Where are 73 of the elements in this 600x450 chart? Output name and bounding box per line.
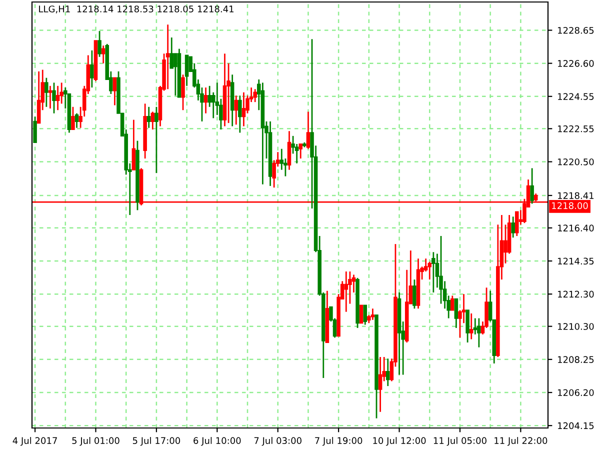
y-tick-label: 1210.30	[558, 323, 594, 330]
candlestick	[515, 211, 519, 237]
candlestick	[74, 112, 79, 129]
candlestick	[101, 44, 106, 64]
y-tick-label: 1226.60	[558, 60, 594, 67]
candlestick	[504, 224, 508, 264]
ref-line-label: 1218.00	[552, 202, 588, 210]
x-tick-label: 11 Jul 05:00	[434, 437, 486, 446]
candlestick	[363, 304, 368, 326]
candlestick	[242, 92, 246, 127]
candlestick	[473, 318, 478, 336]
candlestick	[370, 308, 375, 321]
candlestick	[466, 310, 470, 344]
y-tick-label: 1220.50	[558, 158, 594, 166]
y-tick-label: 1222.55	[558, 125, 594, 132]
candlestick	[181, 74, 185, 111]
candlestick	[253, 88, 257, 103]
chart-title: LLG,H1 1218.14 1218.53 1218.05 1218.41	[39, 6, 234, 14]
candlestick	[52, 82, 56, 114]
candlestick	[208, 85, 212, 108]
candlestick	[36, 70, 41, 124]
y-tick-label: 1214.35	[558, 258, 594, 265]
candlestick	[386, 358, 390, 387]
candlestick	[71, 106, 75, 130]
x-tick-label: 7 Jul 19:00	[315, 437, 362, 446]
x-tick-label: 7 Jul 03:00	[254, 437, 302, 446]
candlestick	[44, 77, 48, 108]
candlestick	[132, 119, 136, 171]
y-tick-label: 1218.41	[558, 192, 594, 200]
candlestick	[359, 304, 364, 324]
candlestick	[234, 94, 238, 126]
candlestick	[238, 94, 242, 134]
y-tick-label: 1216.40	[558, 224, 594, 232]
candlestick	[184, 54, 189, 87]
candlestick	[306, 111, 310, 150]
x-tick-label: 5 Jul 17:00	[132, 437, 180, 446]
x-tick-label: 10 Jul 12:00	[373, 437, 426, 446]
candlestick	[454, 298, 458, 329]
candlestick	[412, 278, 416, 310]
candlestick	[378, 356, 382, 413]
candlestick	[530, 168, 534, 204]
candlestick	[298, 143, 303, 160]
candlestick	[428, 261, 432, 280]
candlestick	[150, 111, 155, 130]
candlestick	[511, 216, 515, 238]
candlestick	[469, 312, 474, 340]
candlestick	[154, 106, 158, 174]
y-tick-label: 1204.15	[558, 422, 594, 430]
x-tick-label: 5 Jul 01:00	[72, 437, 120, 446]
candlestick	[450, 294, 454, 311]
y-tick-label: 1212.30	[558, 290, 594, 298]
x-tick-label: 4 Jul 2017	[12, 437, 57, 446]
candlestick	[166, 24, 170, 90]
x-tick-label: 6 Jul 10:00	[194, 437, 241, 446]
candlestick	[98, 30, 102, 58]
y-tick-label: 1224.55	[558, 93, 594, 100]
candlestick	[90, 50, 94, 88]
candlestick	[287, 130, 292, 171]
candlestick	[56, 85, 60, 111]
candlestick	[344, 270, 348, 313]
candlestick	[204, 86, 208, 114]
candlestick	[146, 106, 151, 129]
candlestick	[33, 116, 37, 144]
candlestick	[477, 318, 481, 348]
candlestick	[112, 77, 117, 106]
y-tick-label: 1206.20	[558, 389, 594, 396]
y-tick-label: 1228.65	[558, 26, 594, 34]
y-tick-label: 1208.25	[558, 356, 594, 363]
x-tick-label: 11 Jul 22:00	[494, 437, 548, 446]
candlestick	[432, 251, 436, 294]
candlestick	[48, 85, 52, 110]
candlestick	[439, 235, 443, 304]
candlestick	[174, 52, 178, 96]
